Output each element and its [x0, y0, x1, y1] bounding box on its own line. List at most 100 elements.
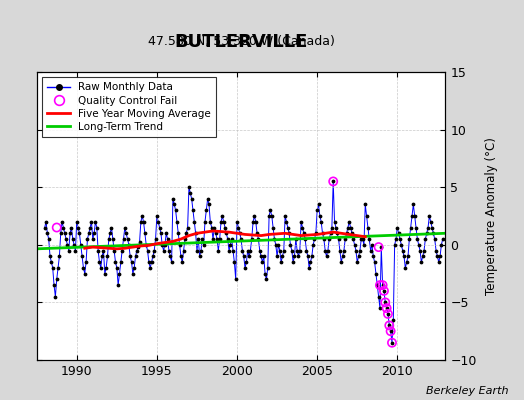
Point: [213, 236, 221, 242]
Point: [329, 178, 337, 185]
Point: [258, 259, 267, 265]
Point: [277, 259, 285, 265]
Point: [64, 247, 73, 254]
Point: [334, 236, 343, 242]
Point: [149, 253, 157, 260]
Point: [383, 305, 391, 311]
Point: [292, 236, 300, 242]
Point: [313, 207, 321, 214]
Point: [205, 201, 213, 208]
Point: [276, 247, 284, 254]
Point: [61, 230, 69, 236]
Point: [118, 247, 126, 254]
Point: [190, 218, 199, 225]
Point: [375, 244, 383, 250]
Point: [123, 236, 132, 242]
Point: [129, 270, 137, 277]
Point: [245, 253, 253, 260]
Point: [215, 236, 224, 242]
Point: [225, 247, 233, 254]
Point: [232, 276, 240, 282]
Point: [89, 236, 97, 242]
Point: [235, 230, 244, 236]
Point: [264, 265, 272, 271]
Point: [50, 282, 58, 288]
Point: [201, 218, 209, 225]
Point: [433, 253, 442, 260]
Point: [413, 236, 421, 242]
Point: [96, 265, 105, 271]
Point: [233, 218, 241, 225]
Point: [437, 242, 445, 248]
Point: [132, 253, 140, 260]
Point: [324, 247, 332, 254]
Point: [409, 201, 418, 208]
Point: [122, 230, 130, 236]
Point: [152, 213, 161, 219]
Point: [198, 236, 206, 242]
Point: [138, 213, 146, 219]
Point: [348, 230, 356, 236]
Point: [300, 230, 308, 236]
Point: [81, 270, 89, 277]
Point: [74, 224, 82, 231]
Point: [325, 236, 333, 242]
Point: [173, 218, 181, 225]
Point: [386, 328, 395, 334]
Point: [217, 218, 225, 225]
Point: [342, 230, 351, 236]
Point: [157, 230, 165, 236]
Point: [130, 265, 138, 271]
Point: [52, 276, 61, 282]
Text: 47.580 N, 53.320 W (Canada): 47.580 N, 53.320 W (Canada): [148, 34, 334, 48]
Point: [270, 236, 279, 242]
Point: [366, 247, 375, 254]
Point: [145, 259, 153, 265]
Point: [170, 201, 179, 208]
Point: [47, 259, 56, 265]
Point: [242, 259, 250, 265]
Point: [405, 236, 413, 242]
Point: [142, 242, 150, 248]
Point: [67, 224, 75, 231]
Point: [257, 253, 265, 260]
Point: [376, 305, 384, 311]
Point: [386, 328, 395, 334]
Point: [280, 247, 288, 254]
Point: [181, 236, 189, 242]
Point: [339, 253, 347, 260]
Point: [203, 196, 212, 202]
Point: [373, 282, 381, 288]
Point: [332, 224, 340, 231]
Point: [46, 253, 54, 260]
Point: [244, 247, 252, 254]
Point: [247, 236, 256, 242]
Point: [378, 282, 387, 288]
Point: [226, 242, 235, 248]
Point: [372, 270, 380, 277]
Point: [352, 247, 360, 254]
Point: [43, 230, 51, 236]
Point: [416, 247, 424, 254]
Point: [363, 213, 371, 219]
Point: [49, 265, 57, 271]
Point: [186, 190, 194, 196]
Point: [261, 270, 269, 277]
Point: [62, 236, 70, 242]
Point: [218, 213, 226, 219]
Point: [401, 265, 410, 271]
Point: [220, 218, 228, 225]
Point: [189, 207, 197, 214]
Point: [91, 218, 100, 225]
Point: [179, 247, 188, 254]
Point: [303, 253, 312, 260]
Point: [178, 259, 187, 265]
Point: [259, 253, 268, 260]
Point: [318, 230, 326, 236]
Point: [107, 224, 116, 231]
Point: [45, 236, 53, 242]
Point: [268, 213, 276, 219]
Point: [333, 230, 342, 236]
Point: [208, 224, 216, 231]
Point: [360, 242, 368, 248]
